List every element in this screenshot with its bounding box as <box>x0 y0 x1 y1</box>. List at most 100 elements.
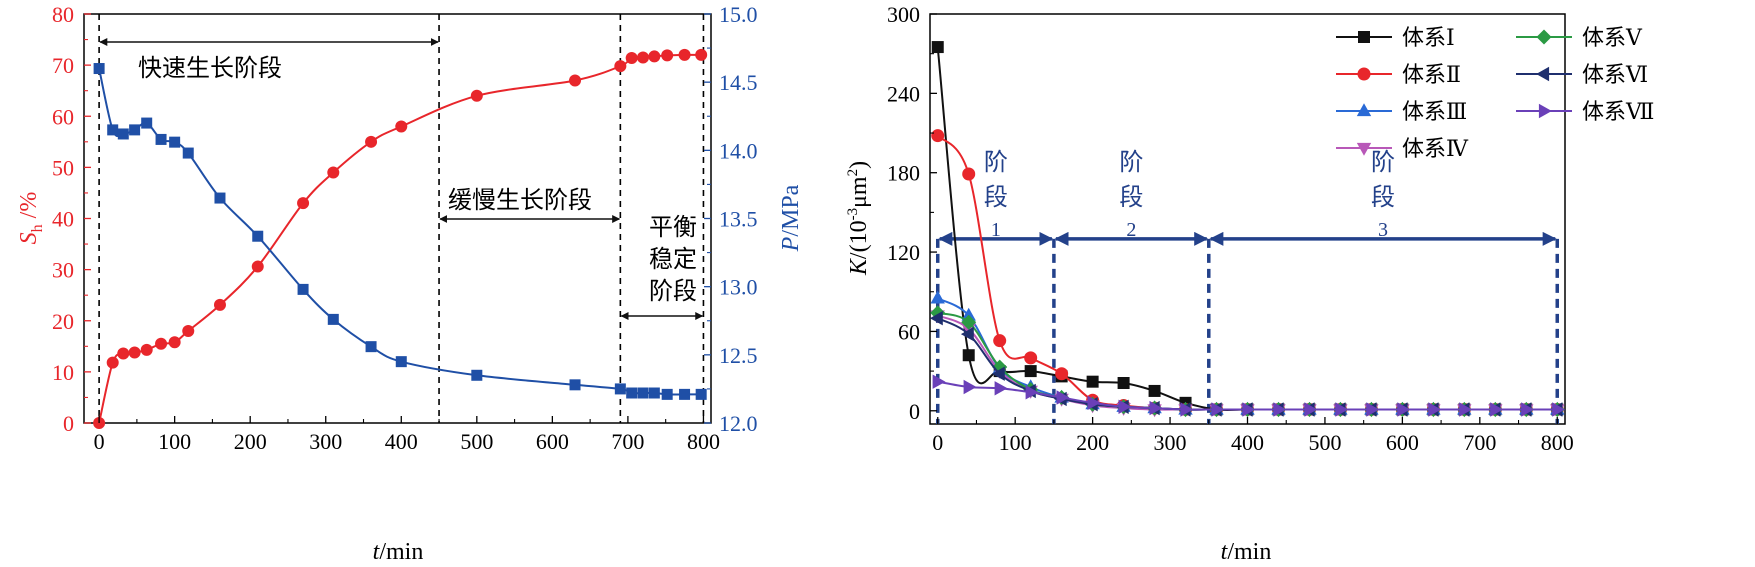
chart-a-data-point <box>140 343 153 356</box>
chart-b-stage-label: 段 <box>1119 184 1143 211</box>
chart-a-data-point <box>128 346 141 359</box>
chart-b-data-point <box>1117 377 1130 389</box>
chart-a-data-point <box>182 147 194 159</box>
chart-b-data-point <box>931 41 944 54</box>
chart-a-stage-label: 稳定 <box>649 246 697 273</box>
chart-a-data-point <box>569 74 582 87</box>
chart-b-data-point <box>961 314 977 330</box>
chart-a-stage-divider-lines <box>98 14 705 423</box>
chart-b-data-point <box>1055 367 1069 381</box>
chart-a-data-point <box>471 369 483 381</box>
chart-a-data-point <box>129 124 141 136</box>
chart-a-stage-label: 快速生长阶段 <box>138 55 282 82</box>
chart-b-y-tick-label: 120 <box>887 240 920 265</box>
chart-b-x-tick-label: 100 <box>999 430 1032 455</box>
chart-b-data-point <box>1024 351 1038 365</box>
chart-a-data-point <box>470 89 483 102</box>
chart-b-y-axis-label: K/(10-3μm2) <box>845 161 872 276</box>
chart-a-data-point <box>155 337 168 350</box>
chart-b-x-tick-label: 200 <box>1076 430 1109 455</box>
legend-swatch-marker <box>1356 142 1372 156</box>
legend-label: 体系Ⅲ <box>1402 99 1467 124</box>
chart-a-data-point <box>661 388 673 400</box>
chart-b-stage-label: 阶 <box>1119 149 1143 176</box>
chart-b-data-point <box>1335 402 1349 417</box>
chart-b-data-point <box>1180 402 1194 417</box>
chart-b-stage-label: 1 <box>991 219 1001 241</box>
chart-a-x-tick-label: 100 <box>158 429 191 454</box>
chart-b-stage-label: 阶 <box>984 149 1008 176</box>
chart-a-x-axis-label: t/min <box>373 539 424 565</box>
chart-b-data-point <box>962 349 975 362</box>
chart-a-data-point <box>695 48 708 61</box>
chart-b-stage-label: 3 <box>1378 219 1388 241</box>
chart-b-data-point <box>1149 400 1163 416</box>
legend-label: 体系Ⅰ <box>1402 25 1455 50</box>
chart-b-y-tick-label: 300 <box>887 2 920 27</box>
chart-a-data-point <box>365 135 378 148</box>
chart-a-data-point <box>107 124 119 136</box>
chart-a-left-y-axis-label: Sh /% <box>16 192 46 245</box>
chart-b-y-axis: 0 60 120 180 240 300 <box>887 2 937 424</box>
chart-b-y-tick-label: 60 <box>898 319 920 344</box>
chart-a-right-y-tick-label: 14.5 <box>719 70 758 95</box>
chart-b-data-point <box>1211 402 1225 417</box>
chart-a-data-point <box>648 50 661 63</box>
chart-a-data-point <box>395 356 407 368</box>
chart-b-data-point <box>1366 402 1380 417</box>
chart-a-right-y-tick-label: 12.0 <box>719 411 758 436</box>
chart-a-data-point <box>614 60 627 73</box>
chart-a-data-point <box>155 133 167 145</box>
chart-a-right-y-tick-label: 14.0 <box>719 138 758 163</box>
chart-a-x-tick-label: 600 <box>536 429 569 454</box>
chart-a-x-tick-label: 700 <box>611 429 644 454</box>
chart-a-left-y-tick-label: 20 <box>52 309 74 334</box>
legend-label: 体系Ⅶ <box>1582 99 1654 124</box>
chart-a-x-tick-label: 800 <box>687 429 720 454</box>
chart-b-data-point <box>1428 402 1442 417</box>
chart-a-left-y-axis: 0 10 20 30 40 50 60 70 80 <box>52 2 91 436</box>
chart-a-data-point <box>117 347 130 360</box>
chart-b-x-tick-label: 600 <box>1386 430 1419 455</box>
chart-a-right-y-tick-label: 12.5 <box>719 343 758 368</box>
chart-a-left-y-tick-label: 30 <box>52 258 74 283</box>
chart-b-series <box>929 41 1566 418</box>
chart-a-x-tick-label: 400 <box>385 429 418 454</box>
chart-b-data-point <box>1552 402 1566 417</box>
chart-a-data-point <box>678 48 691 61</box>
chart-b-x-axis-label: t/min <box>1221 539 1272 565</box>
chart-b-x-tick-label: 500 <box>1308 430 1341 455</box>
chart-a-data-point <box>213 298 226 311</box>
chart-b-y-tick-label: 180 <box>887 161 920 186</box>
legend-swatch-marker <box>1538 103 1552 119</box>
chart-a-x-tick-label: 0 <box>94 429 105 454</box>
chart-b-plot-frame <box>929 13 1566 425</box>
legend-swatch-marker <box>1536 29 1552 45</box>
chart-a-left-y-tick-label: 10 <box>52 360 74 385</box>
chart-b-data-point <box>963 379 977 395</box>
chart-a-left-y-tick-label: 0 <box>63 411 74 436</box>
chart-b-stage-label: 阶 <box>1371 149 1395 176</box>
legend-swatch-marker <box>1536 66 1550 82</box>
chart-b-data-point <box>930 290 945 304</box>
chart-a-data-point <box>117 128 129 140</box>
chart-b-data-point <box>1459 402 1473 417</box>
chart-b-data-point <box>1242 402 1256 417</box>
chart-b-x-tick-label: 800 <box>1541 430 1574 455</box>
chart-a-data-point <box>695 388 707 400</box>
chart-b-data-point <box>1025 385 1039 400</box>
legend-label: 体系Ⅱ <box>1402 62 1461 87</box>
chart-a-stage-label: 缓慢生长阶段 <box>448 187 592 214</box>
chart-b-stage-label: 段 <box>1371 184 1395 211</box>
chart-a-right-y-tick-label: 15.0 <box>719 2 758 27</box>
chart-a-data-point <box>637 51 650 64</box>
chart-a-series-line-pressure <box>98 68 702 396</box>
chart-b-x-tick-label: 400 <box>1231 430 1264 455</box>
chart-a-data-point <box>395 120 408 133</box>
chart-b-y-tick-label: 240 <box>887 81 920 106</box>
chart-a-right-y-tick-label: 13.0 <box>719 275 758 300</box>
chart-b-data-point <box>1304 402 1318 417</box>
chart-b-legend: 体系Ⅰ 体系Ⅱ 体系Ⅲ 体系Ⅳ 体系Ⅴ 体系Ⅵ 体系Ⅶ <box>1336 25 1654 161</box>
